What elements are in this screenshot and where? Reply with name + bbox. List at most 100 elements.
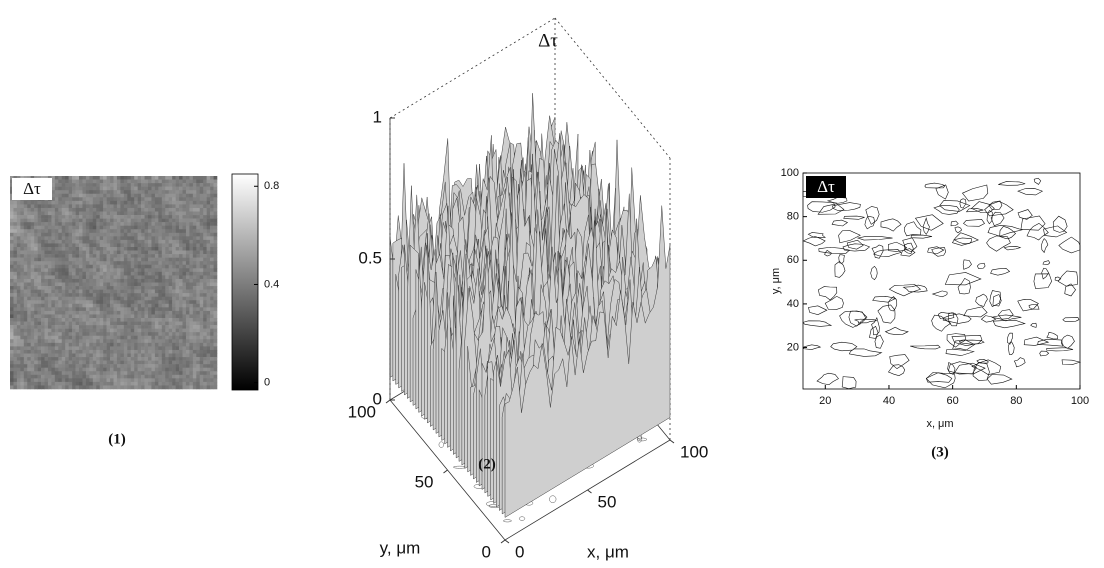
heatmap-cell [110,218,114,223]
heatmap-cell [172,321,176,326]
heatmap-cell [110,190,114,195]
contour [948,312,959,327]
heatmap-cell [175,176,180,180]
heatmap-cell [120,215,125,219]
heatmap-cell [123,186,128,191]
heatmap-cell [127,183,132,187]
heatmap-cell [203,353,207,358]
heatmap-cell [137,243,142,248]
heatmap-cell [27,236,31,241]
colorbar-tick-label: 0 [264,377,270,389]
heatmap-cell [134,374,138,379]
heatmap-cell [96,303,100,308]
heatmap-cell [85,296,90,301]
heatmap-cell [203,321,207,326]
heatmap-cell [79,339,83,344]
heatmap-cell [134,218,138,223]
heatmap-cell [137,278,142,283]
heatmap-cell [37,296,42,301]
heatmap-cell [182,232,187,237]
heatmap-cell [65,190,69,195]
heatmap-cell [96,353,100,358]
heatmap-cell [179,179,183,184]
heatmap-cell [172,222,176,226]
heatmap-cell [16,261,21,266]
heatmap-cell [185,371,190,376]
heatmap-cell [165,385,169,390]
heatmap-cell [154,378,159,383]
heatmap-cell [165,342,169,347]
heatmap-cell [154,232,159,237]
contour [980,315,997,323]
heatmap-cell [151,357,156,361]
heatmap-cell [16,325,21,329]
heatmap-cell [185,176,190,180]
heatmap-cell [137,385,142,390]
heatmap-cell [99,300,104,305]
heatmap-cell [127,357,132,361]
contour [963,219,985,227]
heatmap-cell [165,229,169,234]
heatmap-cell [51,381,56,386]
heatmap-cell [192,186,197,191]
heatmap-cell [182,335,187,340]
heatmap-cell [92,371,97,376]
heatmap-cell [92,303,97,308]
heatmap-cell [189,310,194,315]
heatmap-cell [179,197,183,202]
heatmap-cell [210,374,214,379]
heatmap-cell [182,250,187,255]
heatmap-cell [182,257,187,262]
heatmap-cell [68,278,73,283]
heatmap-cell [206,303,211,308]
heatmap-cell [92,307,97,312]
heatmap-cell [151,207,156,212]
heatmap-cell [199,186,204,191]
heatmap-cell [196,349,201,354]
heatmap-cell [27,204,31,209]
heatmap-cell [134,282,138,287]
heatmap-cell [151,314,156,319]
heatmap-cell [158,232,163,237]
heatmap-cell [106,236,111,241]
heatmap-cell [92,218,97,223]
heatmap-cell [179,250,183,255]
heatmap-cell [199,357,204,361]
heatmap-cell [113,250,118,255]
heatmap-cell [65,378,69,383]
heatmap-cell [134,247,138,251]
heatmap-cell [196,264,201,269]
heatmap-cell [116,197,121,202]
heatmap-cell [47,257,52,262]
heatmap-cell [37,357,42,361]
heatmap-cell [137,314,142,319]
heatmap-cell [27,321,31,326]
heatmap-cell [213,364,218,368]
heatmap-cell [106,207,111,212]
heatmap-cell [54,239,59,244]
heatmap-cell [89,286,94,290]
heatmap-cell [44,264,49,269]
heatmap-cell [137,381,142,386]
heatmap-cell [85,371,90,376]
heatmap-cell [79,381,83,386]
heatmap-cell [189,357,194,361]
heatmap-cell [123,282,128,287]
heatmap-cell [89,349,94,354]
heatmap-cell [206,261,211,266]
heatmap-cell [161,381,166,386]
heatmap-cell [30,335,35,340]
heatmap-cell [51,339,56,344]
heatmap-cell [79,328,83,333]
heatmap-cell [199,243,204,248]
heatmap-cell [134,176,138,180]
heatmap-cell [58,357,63,361]
heatmap-cell [110,328,114,333]
heatmap-cell [154,381,159,386]
heatmap-cell [192,314,197,319]
heatmap-cell [113,349,118,354]
heatmap-cell [158,176,163,180]
heatmap-cell [34,232,38,237]
heatmap-cell [61,271,66,276]
heatmap-cell [75,211,80,216]
